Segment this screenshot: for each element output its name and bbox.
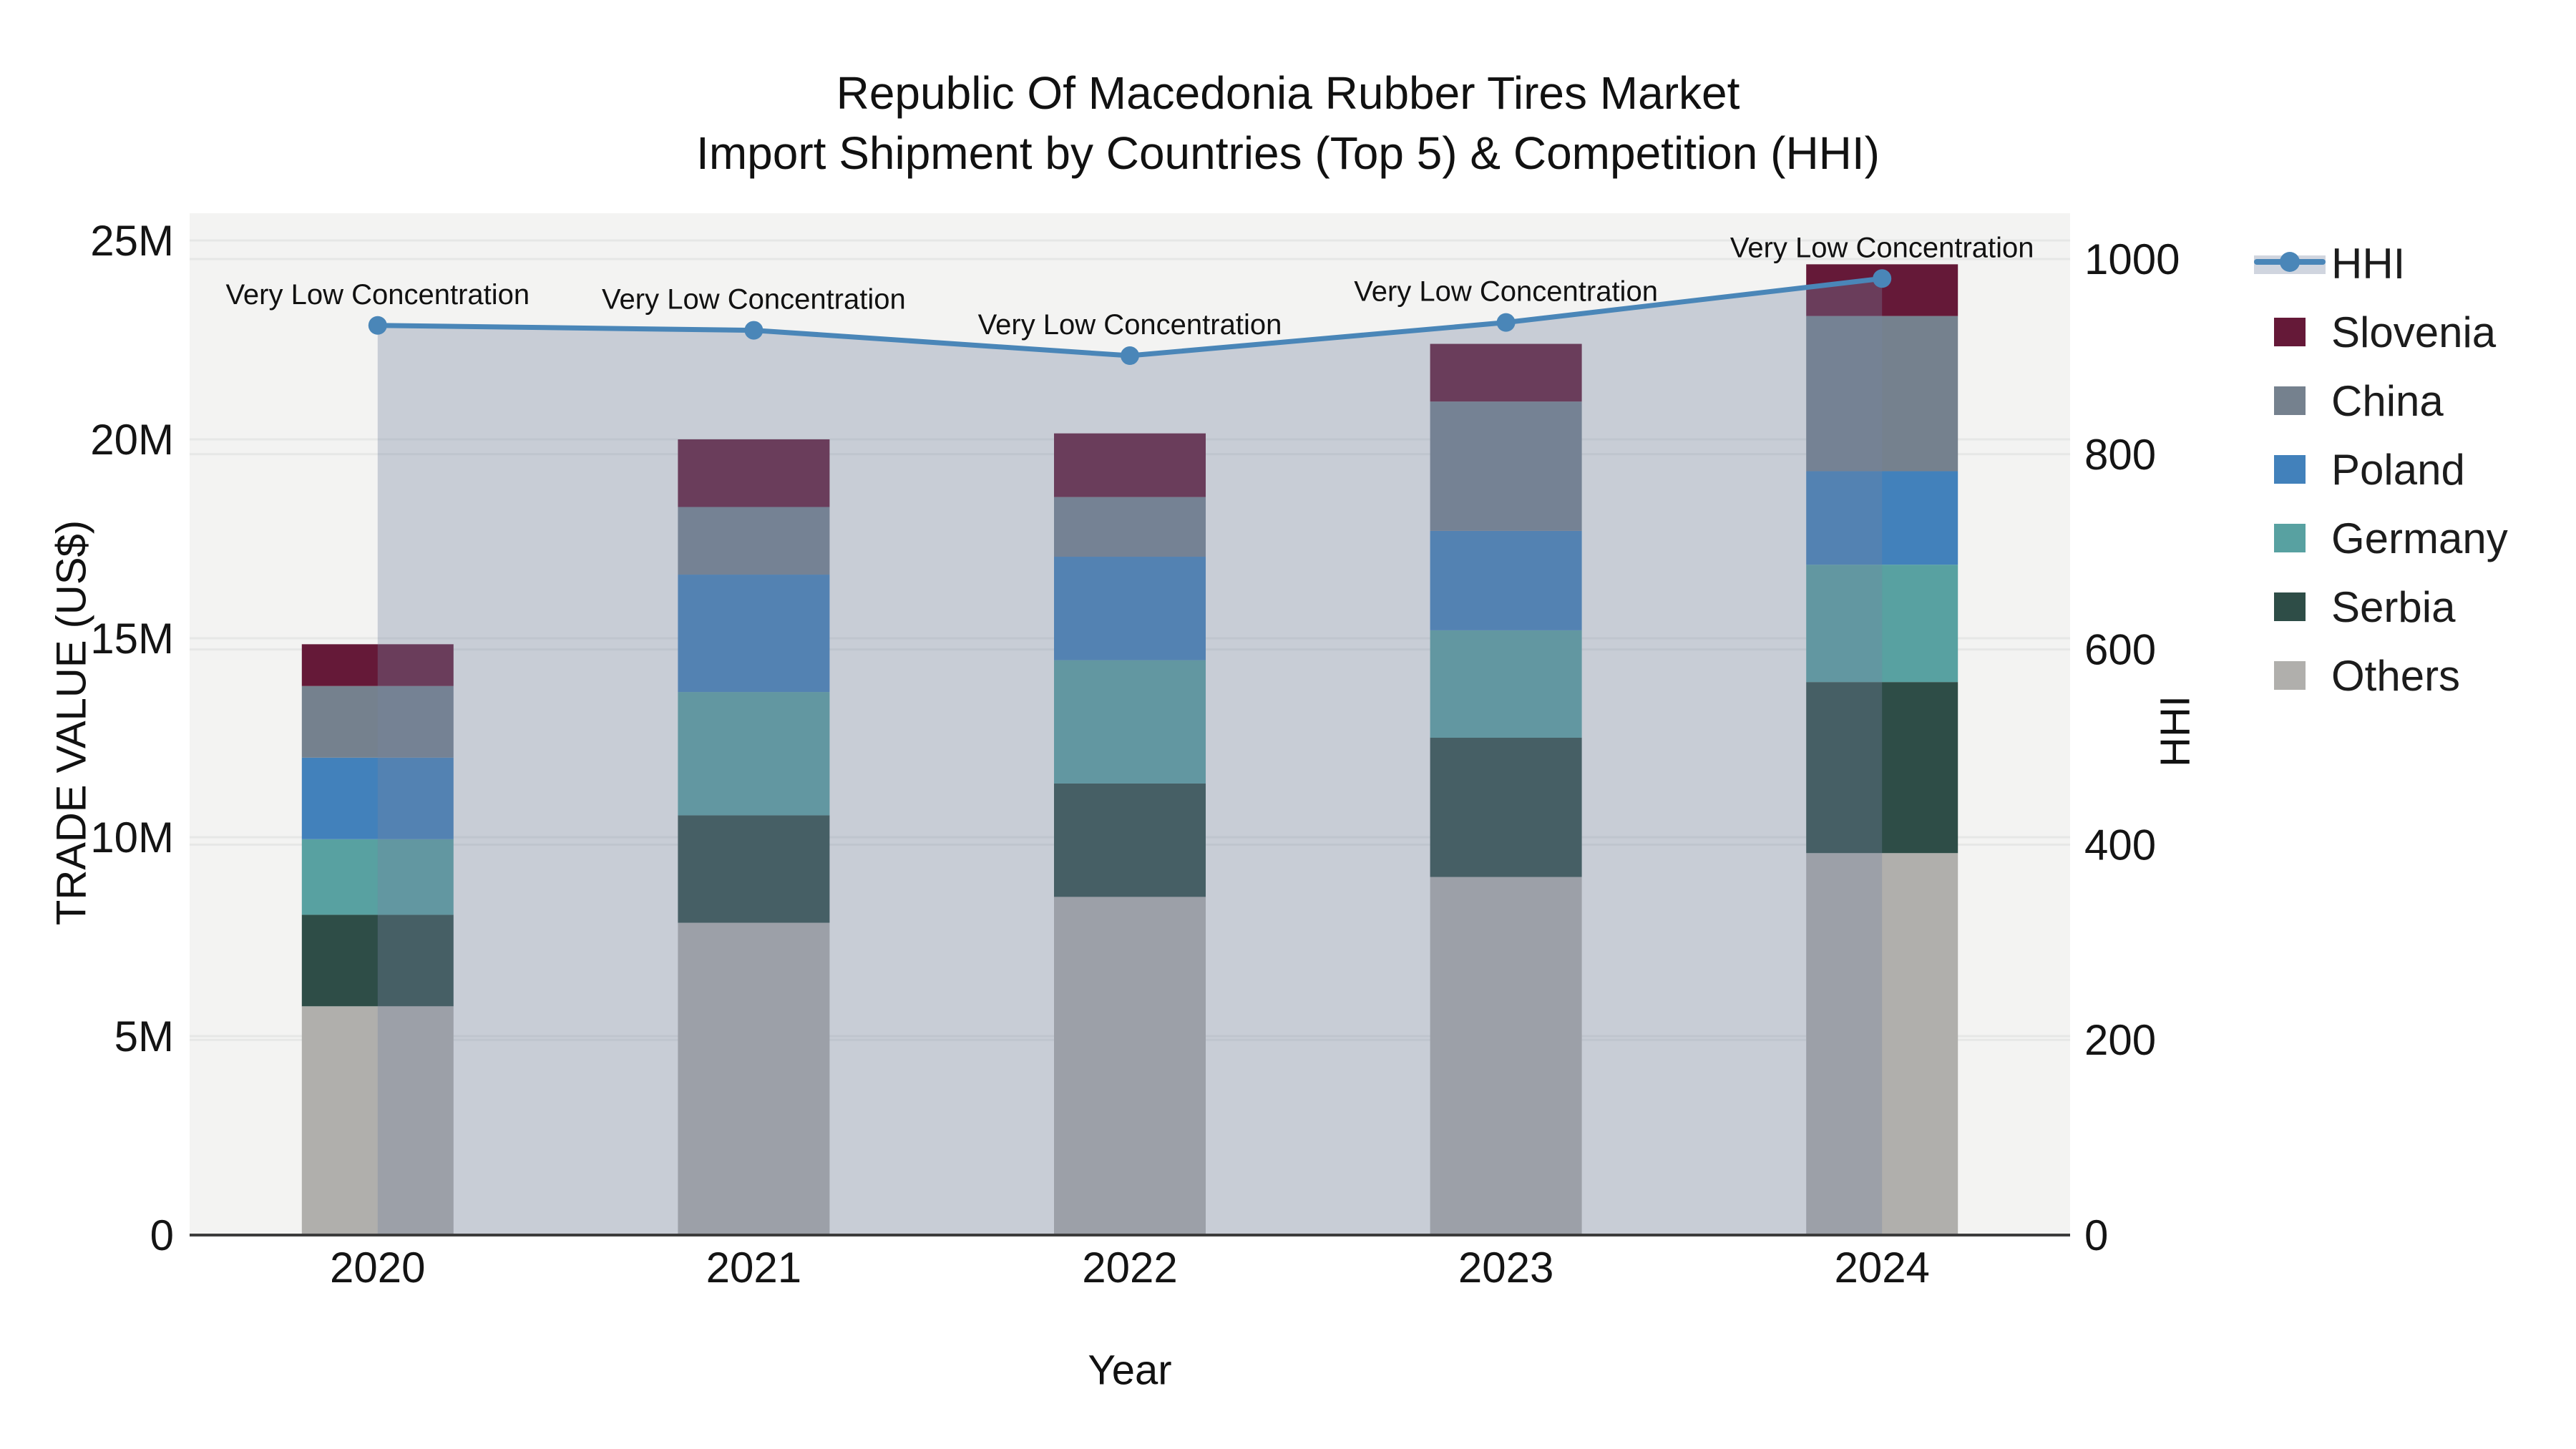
hhi-marker-2020[interactable] [368, 316, 387, 335]
y2-tick-0: 0 [2084, 1211, 2108, 1259]
bar-2023-poland[interactable] [1430, 530, 1582, 630]
y-tick-10M: 10M [90, 814, 174, 862]
bar-2021-slovenia[interactable] [678, 439, 830, 507]
bar-2023-china[interactable] [1430, 401, 1582, 531]
hhi-marker-2021[interactable] [744, 321, 763, 340]
legend-label-hhi: HHI [2331, 239, 2406, 288]
legend-label-others: Others [2331, 651, 2461, 700]
annotation-2021: Very Low Concentration [602, 284, 906, 316]
hhi-marker-2022[interactable] [1121, 346, 1139, 366]
hhi-marker-2024[interactable] [1873, 269, 1892, 288]
bar-2024-germany[interactable] [1806, 565, 1958, 683]
legend-label-china: China [2331, 376, 2444, 425]
legend-swatch-serbia [2274, 592, 2306, 621]
bar-2020-serbia[interactable] [301, 914, 454, 1007]
bar-2022-others[interactable] [1054, 897, 1206, 1235]
y-tick-25M: 25M [90, 217, 174, 265]
x-axis-title: Year [1088, 1347, 1172, 1394]
annotation-2022: Very Low Concentration [978, 309, 1282, 341]
bar-2022-serbia[interactable] [1054, 783, 1206, 897]
bar-2021-others[interactable] [678, 922, 830, 1235]
legend-item-china[interactable]: China [2254, 366, 2508, 435]
bar-2023-serbia[interactable] [1430, 738, 1582, 877]
legend-swatch-slovenia [2274, 318, 2306, 346]
x-tick-2020: 2020 [330, 1244, 425, 1292]
legend-swatch-china [2274, 386, 2306, 415]
bar-2020-germany[interactable] [301, 839, 454, 915]
annotation-2023: Very Low Concentration [1354, 276, 1658, 308]
bar-2024-others[interactable] [1806, 853, 1958, 1235]
legend-item-hhi[interactable]: HHI [2254, 229, 2508, 298]
y-axis-title: TRADE VALUE (US$) [48, 519, 95, 926]
bar-2020-poland[interactable] [301, 757, 454, 839]
hhi-marker-2023[interactable] [1496, 313, 1516, 332]
y2-tick-600: 600 [2084, 626, 2156, 674]
bar-2021-germany[interactable] [678, 692, 830, 816]
hhi-area-fill [377, 278, 1883, 1235]
y-tick-5M: 5M [114, 1013, 174, 1060]
legend-label-serbia: Serbia [2331, 582, 2456, 631]
bar-2022-slovenia[interactable] [1054, 433, 1206, 497]
bar-2020-china[interactable] [301, 686, 454, 758]
bar-2020-slovenia[interactable] [301, 644, 454, 686]
y2-tick-1000: 1000 [2084, 235, 2180, 283]
legend-item-poland[interactable]: Poland [2254, 435, 2508, 504]
legend-line-swatch-hhi [2254, 249, 2326, 278]
legend-swatch-others [2274, 661, 2306, 690]
annotation-2020: Very Low Concentration [225, 279, 530, 311]
x-tick-2021: 2021 [706, 1244, 801, 1292]
bar-2020-others[interactable] [301, 1006, 454, 1235]
y2-tick-200: 200 [2084, 1016, 2156, 1064]
legend-item-others[interactable]: Others [2254, 641, 2508, 710]
y2-axis-title: HHI [2152, 696, 2199, 767]
chart-title-line1: Republic Of Macedonia Rubber Tires Marke… [836, 67, 1740, 119]
y-tick-0: 0 [150, 1211, 174, 1259]
legend-item-germany[interactable]: Germany [2254, 504, 2508, 572]
y2-tick-800: 800 [2084, 431, 2156, 479]
legend: HHI Slovenia China Poland Germany Serbia Other… [2254, 229, 2508, 710]
annotation-2024: Very Low Concentration [1730, 232, 2034, 263]
x-tick-2023: 2023 [1458, 1244, 1553, 1292]
x-tick-2024: 2024 [1834, 1244, 1929, 1292]
legend-item-serbia[interactable]: Serbia [2254, 572, 2508, 641]
bar-2021-poland[interactable] [678, 575, 830, 693]
y2-tick-400: 400 [2084, 821, 2156, 869]
bar-2021-china[interactable] [678, 507, 830, 575]
legend-label-poland: Poland [2331, 445, 2465, 494]
bar-2023-germany[interactable] [1430, 630, 1582, 738]
legend-label-germany: Germany [2331, 514, 2508, 562]
bar-2022-china[interactable] [1054, 497, 1206, 557]
bar-2024-serbia[interactable] [1806, 682, 1958, 854]
legend-label-slovenia: Slovenia [2331, 308, 2497, 356]
chart-title-line2: Import Shipment by Countries (Top 5) & C… [696, 127, 1880, 179]
legend-swatch-germany [2274, 524, 2306, 552]
legend-item-slovenia[interactable]: Slovenia [2254, 298, 2508, 366]
bar-2024-poland[interactable] [1806, 471, 1958, 565]
bar-2024-china[interactable] [1806, 316, 1958, 472]
legend-swatch-poland [2274, 455, 2306, 484]
bar-2021-serbia[interactable] [678, 815, 830, 923]
bar-2022-germany[interactable] [1054, 660, 1206, 784]
bar-2023-others[interactable] [1430, 877, 1582, 1235]
y-tick-15M: 15M [90, 615, 174, 663]
chart-title: Republic Of Macedonia Rubber Tires Marke… [0, 63, 2576, 183]
bar-2022-poland[interactable] [1054, 557, 1206, 660]
y-tick-20M: 20M [90, 416, 174, 464]
bar-2023-slovenia[interactable] [1430, 343, 1582, 402]
x-tick-2022: 2022 [1082, 1244, 1177, 1292]
hhi-marker-swatch [2280, 252, 2300, 272]
